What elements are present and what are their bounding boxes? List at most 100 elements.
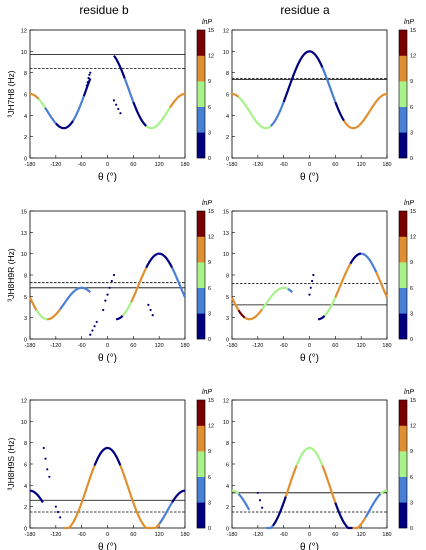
y-tick-label: 0 — [226, 527, 229, 533]
curve-segment — [116, 315, 124, 321]
y-tick-label: 6 — [24, 463, 27, 469]
x-tick-label: 60 — [130, 532, 136, 538]
colorbar-swatch — [197, 476, 205, 503]
y-tick-label: 4 — [24, 114, 27, 120]
curve-segment — [266, 525, 274, 530]
y-tick-label: 12 — [21, 399, 27, 405]
curve-segment — [35, 309, 48, 321]
colorbar-swatch — [399, 106, 407, 133]
x-tick-label: -60 — [280, 162, 288, 168]
x-tick-label: -180 — [226, 162, 237, 168]
colorbar-swatch — [197, 55, 205, 82]
x-tick-label: -180 — [24, 532, 35, 538]
data-point — [54, 505, 57, 508]
colorbar-swatch — [197, 211, 205, 237]
colorbar-swatch — [399, 400, 407, 426]
colorbar-swatch — [399, 262, 407, 288]
curve-segment — [379, 489, 388, 495]
colorbar-tick-label: 0 — [208, 526, 211, 532]
data-point — [46, 468, 49, 471]
data-point — [261, 506, 264, 509]
x-tick-label: -120 — [252, 343, 263, 349]
colorbar-swatch — [399, 30, 407, 56]
y-tick-label: 15 — [223, 210, 229, 216]
colorbar-swatch — [399, 287, 407, 314]
data-point — [149, 308, 152, 312]
x-tick-label: -180 — [226, 343, 237, 349]
curve-segment — [130, 267, 148, 303]
y-tick-label: 0 — [24, 527, 27, 533]
y-tick-label: 13 — [223, 231, 229, 237]
plot-frame — [231, 29, 388, 159]
colorbar-swatch — [399, 476, 407, 503]
x-tick-label: 120 — [357, 162, 366, 168]
curve-segment — [272, 496, 287, 527]
data-point — [147, 303, 150, 306]
colorbar-tick-label: 0 — [208, 337, 211, 343]
x-tick-label: 120 — [357, 532, 366, 538]
curve-segment — [334, 502, 353, 530]
colorbar-swatch — [197, 287, 205, 314]
colorbar-tick-label: 12 — [208, 54, 214, 60]
y-tick-label: 12 — [223, 29, 229, 35]
y-tick-label: 5 — [24, 295, 27, 301]
x-tick-label: -120 — [50, 162, 61, 168]
curve-segment — [156, 252, 174, 269]
curve-segment — [295, 446, 324, 466]
curve-segment — [261, 296, 272, 310]
x-tick-label: 60 — [332, 532, 338, 538]
colorbar-tick-label: 15 — [208, 28, 214, 34]
colorbar-label: lnP — [404, 200, 414, 207]
y-tick-label: 10 — [223, 50, 229, 56]
y-tick-label: 6 — [226, 93, 229, 99]
data-point — [86, 81, 89, 84]
colorbar-swatch — [399, 425, 407, 452]
colorbar-tick-label: 3 — [410, 311, 413, 317]
x-tick-label: 0 — [308, 532, 311, 538]
data-point — [110, 279, 113, 283]
colorbar-frame — [196, 399, 206, 529]
y-tick-label: 4 — [226, 114, 229, 120]
x-axis-label: θ (°) — [300, 353, 319, 364]
x-tick-label: -120 — [50, 532, 61, 538]
y-tick-label: 12 — [21, 29, 27, 35]
y-tick-label: 10 — [21, 420, 27, 426]
curve-segment — [343, 110, 371, 130]
curve-segment — [237, 309, 246, 319]
x-tick-label: 0 — [106, 343, 109, 349]
colorbar-tick-label: 15 — [208, 209, 214, 215]
curve-segment — [44, 107, 57, 125]
y-tick-label: 3 — [24, 316, 27, 322]
x-tick-label: 60 — [130, 343, 136, 349]
x-tick-label: -120 — [252, 162, 263, 168]
y-tick-label: 8 — [226, 441, 229, 447]
curve-segment — [119, 465, 135, 504]
x-tick-label: 60 — [332, 343, 338, 349]
curve-segment — [145, 253, 158, 269]
colorbar-swatch — [399, 211, 407, 237]
x-tick-label: 180 — [180, 532, 189, 538]
x-tick-label: -60 — [280, 343, 288, 349]
data-point — [108, 286, 111, 289]
curve-segment — [334, 263, 352, 298]
y-tick-label: 8 — [226, 274, 229, 280]
colorbar-tick-label: 12 — [410, 235, 416, 241]
data-point — [112, 99, 116, 102]
curve-segment — [29, 92, 40, 100]
colorbar-swatch — [399, 313, 407, 340]
colorbar-swatch — [399, 502, 407, 529]
x-axis-label: θ (°) — [300, 542, 319, 550]
plot-frame — [231, 399, 388, 529]
x-tick-label: -180 — [24, 162, 35, 168]
colorbar-tick-label: 0 — [410, 526, 413, 532]
colorbar-swatch — [197, 236, 205, 263]
curve-segment — [284, 465, 298, 497]
curve-segment — [47, 308, 62, 321]
curve-segment — [29, 489, 44, 504]
y-tick-label: 6 — [24, 93, 27, 99]
y-tick-label: 10 — [223, 252, 229, 258]
colorbar-tick-label: 0 — [410, 156, 413, 162]
curve-segment — [269, 286, 289, 298]
curve-segment — [64, 502, 83, 530]
